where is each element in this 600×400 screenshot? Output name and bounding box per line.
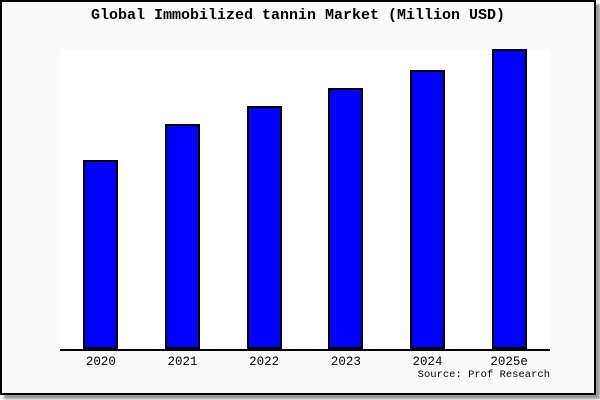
bar-2020 bbox=[83, 160, 119, 349]
x-tick-label-2021: 2021 bbox=[167, 355, 198, 369]
bar-2023 bbox=[328, 88, 364, 349]
x-tick-label-2023: 2023 bbox=[330, 355, 361, 369]
bar-2025e bbox=[491, 49, 527, 349]
bar-2024 bbox=[410, 70, 445, 349]
source-note: Source: Prof Research bbox=[417, 369, 550, 381]
bar-2022 bbox=[246, 106, 282, 349]
x-tick-label-2020: 2020 bbox=[85, 355, 116, 369]
x-tick-label-2022: 2022 bbox=[249, 355, 280, 369]
x-tick-label-2025e: 2025e bbox=[490, 355, 528, 369]
chart-title: Global Immobilized tannin Market (Millio… bbox=[90, 7, 506, 24]
x-tick-label-2024: 2024 bbox=[412, 355, 443, 369]
bar-2021 bbox=[165, 124, 200, 349]
x-axis-labels: 2020 2021 2022 2023 2024 2025e bbox=[60, 355, 550, 371]
plot-area bbox=[60, 49, 550, 351]
